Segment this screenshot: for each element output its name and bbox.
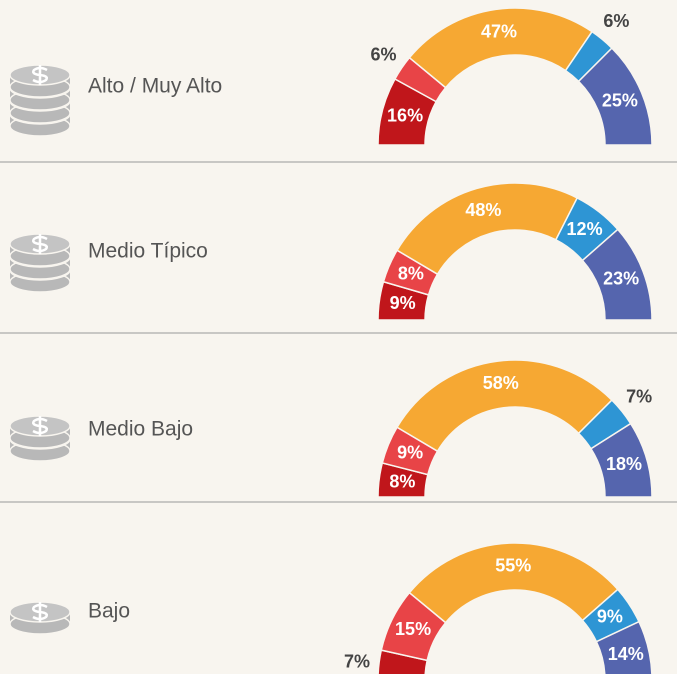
value-label: 25% <box>602 90 638 110</box>
value-label: 58% <box>483 373 519 393</box>
value-label: 23% <box>603 269 639 289</box>
value-label: 14% <box>608 644 644 664</box>
section-title: Alto / Muy Alto <box>88 75 222 98</box>
arc-segment <box>589 422 653 498</box>
dollar-sign <box>32 602 48 622</box>
arc-segment <box>396 359 613 453</box>
arc-segment <box>577 47 653 146</box>
value-label: 6% <box>603 11 629 31</box>
coin-icon <box>9 601 71 635</box>
coin-icon <box>9 64 71 137</box>
value-label: 7% <box>344 651 370 671</box>
value-label: 7% <box>626 386 652 406</box>
arc-segment <box>396 182 579 276</box>
arc-segment <box>595 620 653 674</box>
section-title: Medio Típico <box>88 240 208 263</box>
value-label: 8% <box>398 264 424 284</box>
value-label: 9% <box>390 293 416 313</box>
arc-segment <box>581 228 653 321</box>
value-label: 48% <box>465 200 501 220</box>
value-label: 8% <box>389 472 415 492</box>
coin-icon <box>9 233 71 293</box>
value-label: 15% <box>395 619 431 639</box>
value-label: 12% <box>567 219 603 239</box>
value-label: 18% <box>606 454 642 474</box>
value-label: 55% <box>495 555 531 575</box>
value-label: 9% <box>397 442 423 462</box>
section-title: Bajo <box>88 600 130 623</box>
value-label: 47% <box>481 21 517 41</box>
dollar-sign <box>32 234 48 254</box>
arc-segment <box>408 7 594 89</box>
value-label: 16% <box>387 106 423 126</box>
arc-segment <box>408 542 619 624</box>
value-label: 6% <box>370 44 396 64</box>
value-label: 9% <box>597 606 623 626</box>
dollar-sign <box>32 416 48 436</box>
coin-icon <box>9 415 71 462</box>
section-title: Medio Bajo <box>88 418 193 441</box>
dollar-sign <box>32 65 48 85</box>
